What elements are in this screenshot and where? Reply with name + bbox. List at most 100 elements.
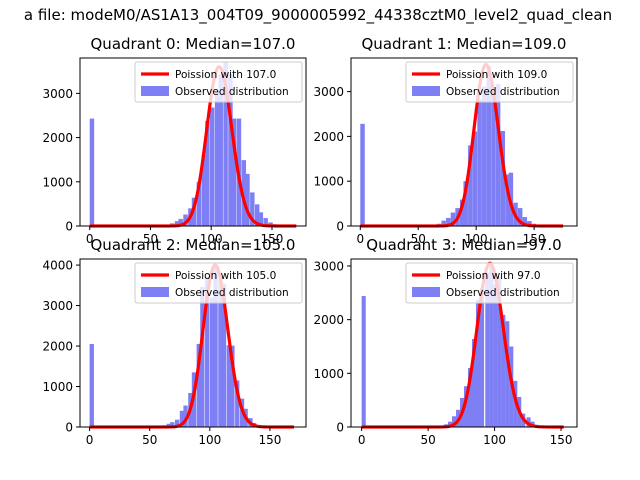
histogram-bar [241, 160, 247, 226]
legend-label-poisson: Poission with 97.0 [446, 270, 541, 282]
histogram-bar [360, 123, 365, 226]
x-tick-label: 150 [523, 232, 546, 246]
histogram-bar [221, 283, 227, 427]
subplot-quadrant-0: Quadrant 0: Median=107.0 0 50 100 150 0 1000 20… [42, 35, 307, 246]
subplot-title: Quadrant 2: Median=105.0 [91, 236, 296, 254]
subplot-title: Quadrant 1: Median=109.0 [362, 35, 567, 53]
histogram-bar [505, 321, 510, 427]
histogram-bar [493, 284, 498, 427]
axes-frame [79, 57, 307, 227]
axes-frame [350, 258, 578, 428]
legend: Poission with 97.0 Observed distribution [405, 262, 574, 304]
legend-label-observed: Observed distribution [175, 86, 289, 98]
legend: Poission with 105.0 Observed distribution [134, 262, 303, 304]
histogram-bar [196, 344, 201, 427]
x-tick-label: 50 [411, 232, 426, 246]
legend-label-observed: Observed distribution [175, 287, 289, 299]
histogram-bar [179, 410, 185, 427]
histogram-bar [209, 297, 215, 427]
y-tick-label: 0 [336, 220, 344, 234]
histogram-bar [268, 222, 273, 226]
histogram-bar [501, 314, 506, 427]
histogram-bar [170, 422, 175, 427]
histogram-bar [485, 272, 490, 427]
legend-label-observed: Observed distribution [446, 287, 560, 299]
histogram-bar [517, 208, 523, 226]
suptitle: a file: modeM0/AS1A13_004T09_9000005992_… [24, 6, 612, 25]
histogram-bar [228, 74, 233, 226]
x-tick-label: 150 [261, 232, 284, 246]
legend: Poission with 109.0 Observed distribution [405, 61, 574, 103]
y-tick-label: 0 [336, 421, 344, 435]
histogram-bar [178, 218, 183, 226]
legend-box [405, 262, 574, 304]
x-tick-label: 0 [86, 232, 94, 246]
legend-patch-swatch [412, 287, 440, 297]
histogram-bar [174, 221, 180, 226]
histogram-bar [459, 199, 465, 226]
subplot-quadrant-1: Quadrant 1: Median=109.0 0 50 100 150 0 1000 20… [313, 35, 578, 246]
axes-frame [79, 258, 307, 428]
x-tick-label: 100 [465, 232, 488, 246]
histogram-bar [472, 131, 478, 226]
y-tick-label: 1000 [42, 380, 73, 394]
y-tick-label: 2000 [42, 340, 73, 354]
histogram-bar [500, 131, 506, 226]
y-tick-label: 1000 [42, 175, 73, 189]
y-tick-label: 2000 [313, 313, 344, 327]
histogram-bar [491, 91, 496, 226]
legend-patch-swatch [412, 86, 440, 96]
histogram-bar [89, 118, 95, 226]
x-tick-label: 50 [420, 433, 435, 447]
histogram-bar [486, 66, 492, 227]
y-tick-label: 0 [65, 220, 73, 234]
histogram-bar [527, 221, 532, 226]
y-tick-label: 3000 [42, 87, 73, 101]
y-tick-label: 1000 [313, 175, 344, 189]
histogram-bar [475, 299, 481, 427]
legend-box [405, 61, 574, 103]
histogram-bar [450, 212, 456, 226]
histogram-bar [226, 345, 231, 427]
histogram-bar [468, 145, 473, 226]
histogram-bar [174, 419, 180, 427]
subplot-title: Quadrant 0: Median=107.0 [91, 35, 296, 53]
histogram-bar [448, 421, 453, 427]
histogram-bar [218, 279, 223, 427]
histogram-bar [479, 287, 485, 427]
legend: Poission with 107.0 Observed distribution [134, 61, 303, 103]
y-tick-label: 2000 [42, 131, 73, 145]
y-tick-label: 3000 [313, 259, 344, 273]
histogram-bar [89, 344, 94, 427]
x-tick-label: 0 [86, 433, 94, 447]
histogram-bar [446, 217, 451, 226]
histogram-bar [254, 204, 260, 226]
subplot-grid: Quadrant 0: Median=107.00 50 100 1500100020… [42, 35, 578, 447]
histogram-bar [477, 99, 482, 226]
subplot-quadrant-3: Quadrant 3: Median=97.0 0 50 100 150 0 1000 200… [313, 236, 578, 447]
histogram-bar [245, 173, 250, 226]
histogram-bar [463, 181, 468, 226]
histogram-bar [201, 155, 206, 226]
histogram-bar [467, 367, 473, 427]
x-tick-label: 100 [200, 232, 223, 246]
histogram-bar [223, 62, 228, 226]
histogram-bar [183, 214, 188, 226]
subplot-quadrant-2: Quadrant 2: Median=105.0 0 50 100 150 0 1000 20… [42, 236, 307, 447]
histogram-bar [218, 74, 223, 226]
histogram-bar [230, 345, 235, 427]
x-tick-label: 0 [358, 433, 366, 447]
histogram-bar [250, 192, 255, 226]
histogram-bar [231, 118, 237, 226]
x-tick-label: 0 [356, 232, 364, 246]
y-tick-label: 1000 [313, 367, 344, 381]
histogram-bar [200, 286, 205, 427]
histogram-bar [361, 296, 366, 427]
histogram-bar [263, 218, 268, 226]
y-tick-label: 3000 [42, 299, 73, 313]
x-tick-label: 150 [550, 433, 573, 447]
histogram-bar [205, 277, 210, 427]
x-tick-label: 150 [258, 433, 281, 447]
legend-box [134, 61, 303, 103]
